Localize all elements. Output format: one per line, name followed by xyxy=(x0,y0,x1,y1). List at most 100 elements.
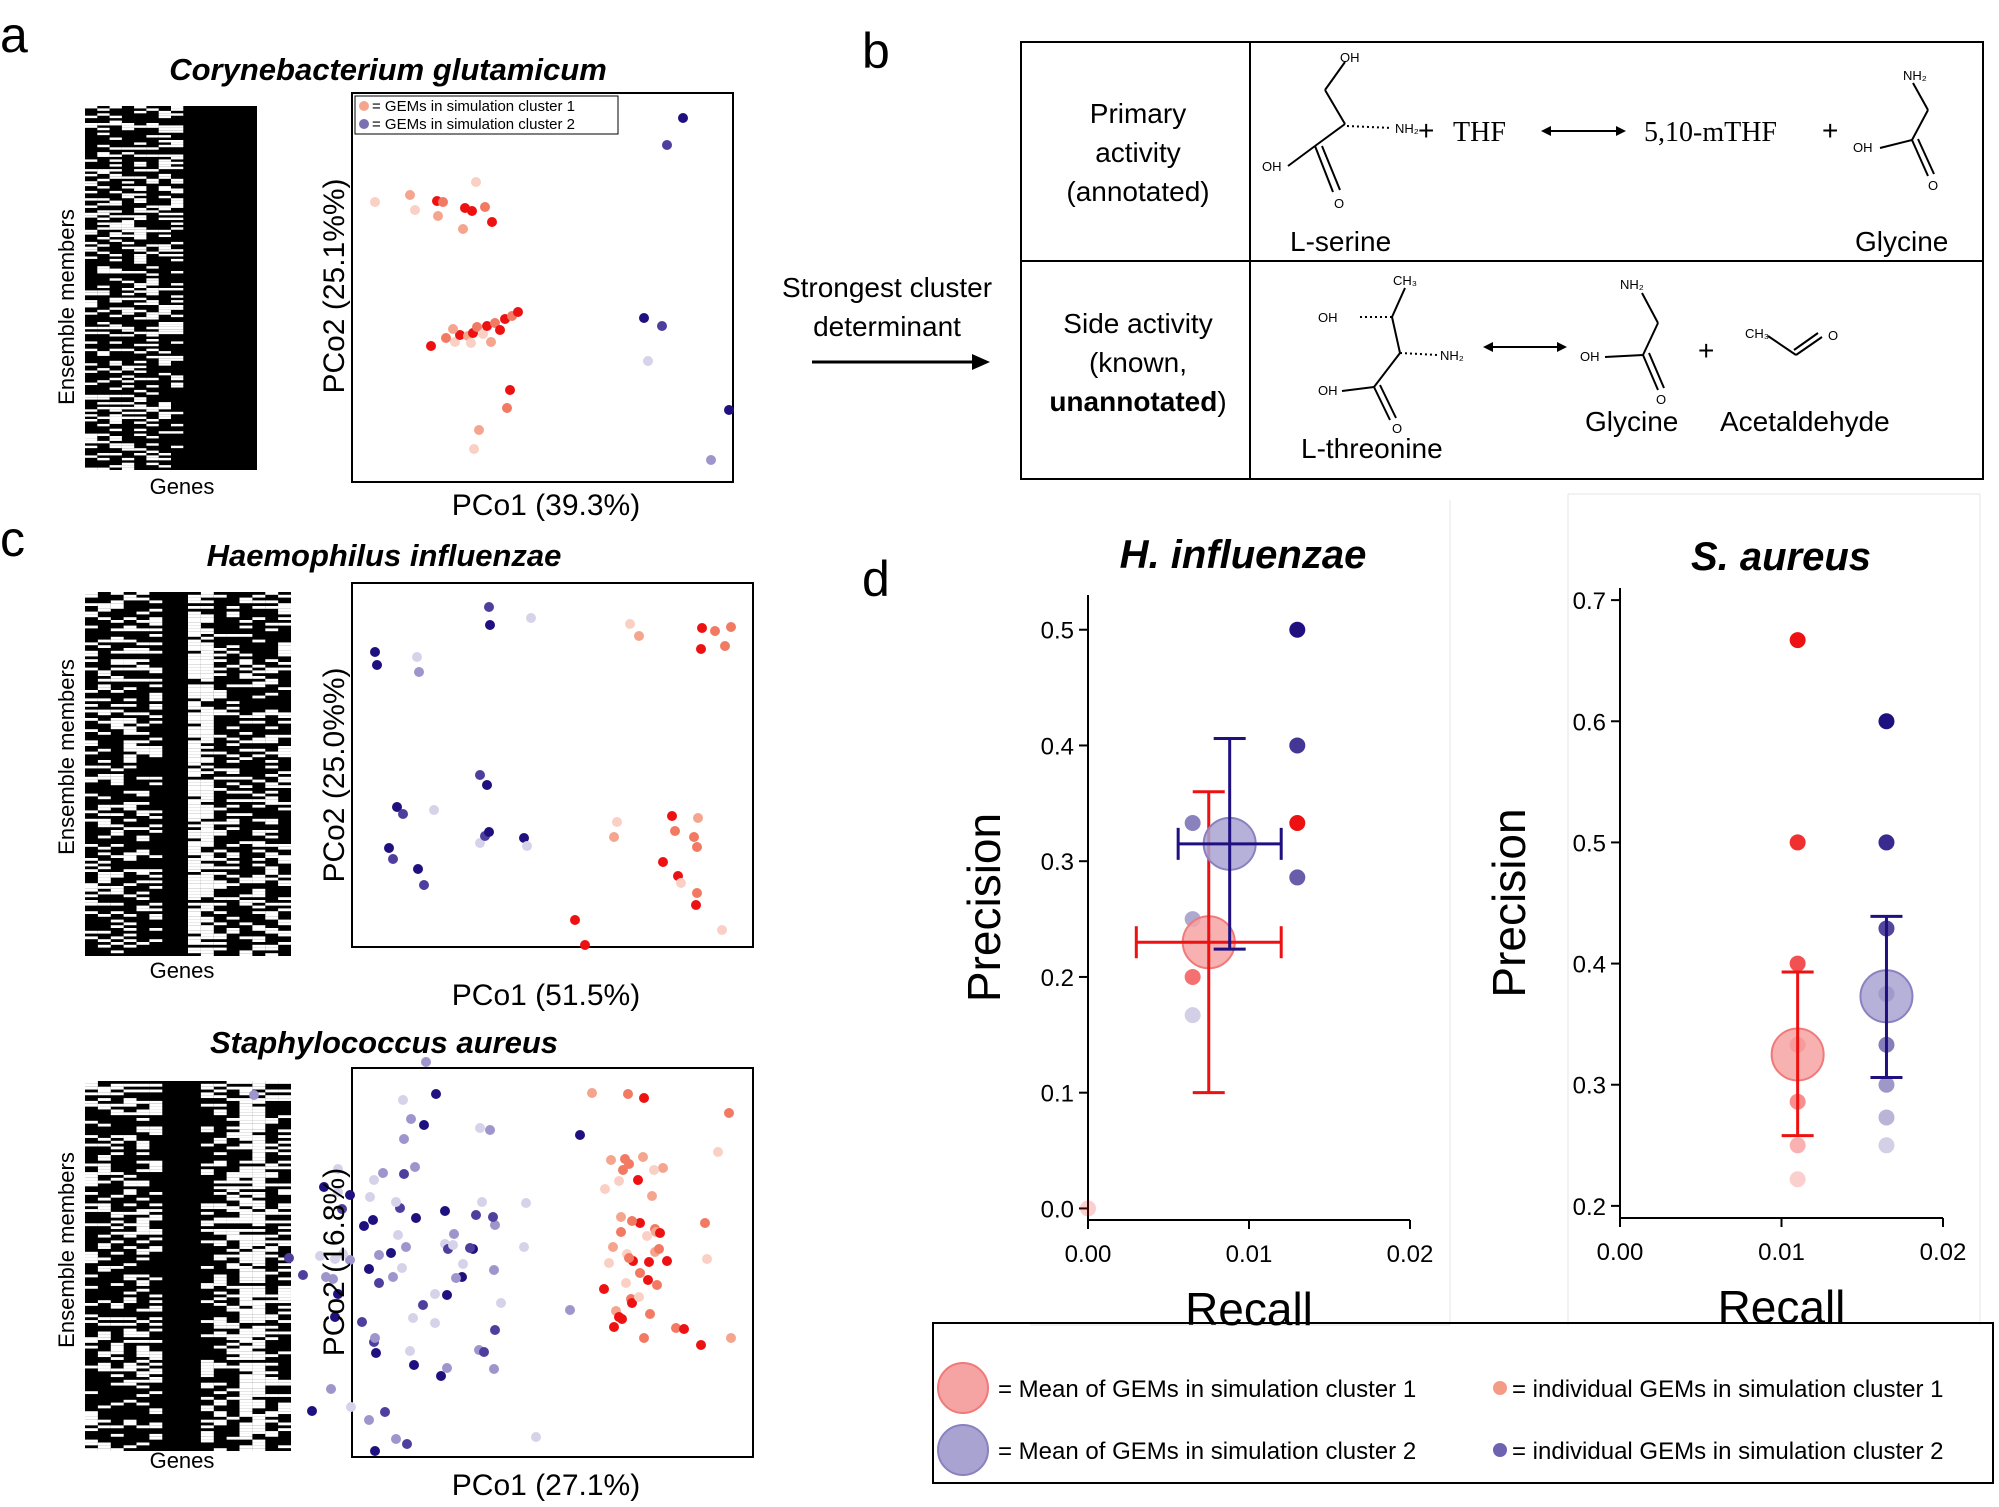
heatmap-cell xyxy=(188,751,201,755)
gem-point-cluster-2 xyxy=(1878,1076,1895,1093)
heatmap-cell xyxy=(136,678,150,682)
heatmap-cell xyxy=(213,1399,227,1403)
heatmap-cell xyxy=(252,606,266,609)
heatmap-cell xyxy=(110,1109,124,1113)
heatmap-cell xyxy=(109,147,122,150)
heatmap-cell xyxy=(123,1365,137,1369)
heatmap-cell xyxy=(278,874,291,878)
pco-point xyxy=(330,1312,340,1322)
heatmap-cell xyxy=(239,1317,253,1321)
pco-point xyxy=(477,1197,487,1207)
heatmap-cell xyxy=(252,1445,266,1449)
heatmap-cell xyxy=(110,606,124,609)
heatmap-cell xyxy=(97,132,110,136)
heatmap-cell xyxy=(239,1379,253,1383)
heatmap-cell xyxy=(213,653,227,657)
heatmap-cell xyxy=(252,1118,266,1121)
heatmap-cell xyxy=(146,290,159,293)
heatmap-cell xyxy=(85,419,98,422)
heatmap-cell xyxy=(85,1314,98,1318)
heatmap-cell xyxy=(97,368,110,371)
heatmap-cell xyxy=(239,1146,253,1150)
heatmap-cell xyxy=(136,1331,150,1335)
heatmap-cell xyxy=(136,664,150,668)
heatmap-cell xyxy=(110,1322,124,1326)
pco-point xyxy=(726,622,736,632)
threonine-oh2: OH xyxy=(1318,383,1338,398)
heatmap-cell xyxy=(149,1246,163,1249)
heatmap-cell xyxy=(97,467,110,471)
pco-point xyxy=(713,1147,723,1157)
heatmap-cell xyxy=(149,816,163,819)
heatmap-cell xyxy=(200,891,214,895)
heatmap-cell xyxy=(109,106,122,109)
heatmap-cell xyxy=(158,331,171,335)
heatmap-cell xyxy=(110,1211,124,1215)
pco-point xyxy=(471,1210,481,1220)
heatmap-cell xyxy=(171,200,184,204)
heatmap-cell xyxy=(252,1371,266,1375)
pco-point xyxy=(623,1089,633,1099)
heatmap-cell xyxy=(110,888,124,892)
heatmap-c-top-ylabel: Ensemble members xyxy=(54,659,79,855)
heatmap-a-xlabel: Genes xyxy=(150,474,215,499)
legend-ind1: = individual GEMs in simulation cluster … xyxy=(1512,1376,1944,1403)
heatmap-cell xyxy=(188,846,201,850)
heatmap-cell xyxy=(85,467,98,471)
heatmap-cell xyxy=(188,692,201,696)
heatmap-cell xyxy=(158,404,171,407)
heatmap-cell xyxy=(278,1411,291,1415)
heatmap-cell xyxy=(85,883,98,886)
pco-point xyxy=(667,811,677,821)
species-title-c-top: Haemophilus influenzae xyxy=(207,538,562,573)
heatmap-cell xyxy=(252,1220,266,1224)
heatmap-cell xyxy=(97,732,111,735)
heatmap-cell xyxy=(110,1152,124,1156)
heatmap-cell xyxy=(85,936,98,940)
heatmap-cell xyxy=(252,1223,266,1227)
heatmap-cell xyxy=(252,1285,266,1289)
threonine-nh2: NH₂ xyxy=(1440,348,1464,363)
pco-point xyxy=(724,405,734,415)
heatmap-cell xyxy=(213,1217,227,1221)
heatmap-cell xyxy=(110,844,124,847)
heatmap-cell xyxy=(85,198,98,201)
heatmap-cell xyxy=(149,704,163,707)
pco-point xyxy=(644,1257,654,1267)
heatmap-cell xyxy=(226,1266,240,1269)
heatmap-cell xyxy=(213,712,227,716)
heatmap-cell xyxy=(97,433,110,437)
pco-point xyxy=(345,1255,355,1265)
heatmap-cell xyxy=(149,1425,163,1429)
heatmap-cell xyxy=(239,1098,253,1101)
heatmap-cell xyxy=(200,919,214,923)
heatmap-cell xyxy=(110,776,124,780)
heatmap-cell xyxy=(265,790,279,794)
heatmap-cell xyxy=(149,1229,163,1232)
heatmap-cell xyxy=(158,402,171,405)
heatmap-cell xyxy=(158,212,171,216)
heatmap-cell xyxy=(226,855,240,858)
heatmap-cell xyxy=(188,799,201,802)
heatmap-cell xyxy=(278,1394,291,1397)
heatmap-cell xyxy=(200,1300,214,1304)
heatmap-cell xyxy=(110,1083,124,1087)
heatmap-cell xyxy=(134,416,147,420)
heatmap-cell xyxy=(158,465,171,468)
heatmap-cell xyxy=(123,1100,137,1104)
heatmap-cell xyxy=(85,614,98,618)
heatmap-cell xyxy=(123,852,137,856)
heatmap-cell xyxy=(213,1231,227,1235)
chart-title: S. aureus xyxy=(1691,535,1871,579)
heatmap-cell xyxy=(109,416,122,420)
heatmap-cell xyxy=(123,740,137,744)
heatmap-cell xyxy=(188,706,201,710)
heatmap-cell xyxy=(85,249,98,252)
heatmap-cell xyxy=(149,608,163,612)
pco-point xyxy=(485,1125,495,1135)
heatmap-cell xyxy=(109,222,122,225)
heatmap-cell xyxy=(123,1379,137,1383)
heatmap-cell xyxy=(252,1194,266,1198)
heatmap-cell xyxy=(239,1348,253,1352)
heatmap-cell xyxy=(97,673,111,676)
